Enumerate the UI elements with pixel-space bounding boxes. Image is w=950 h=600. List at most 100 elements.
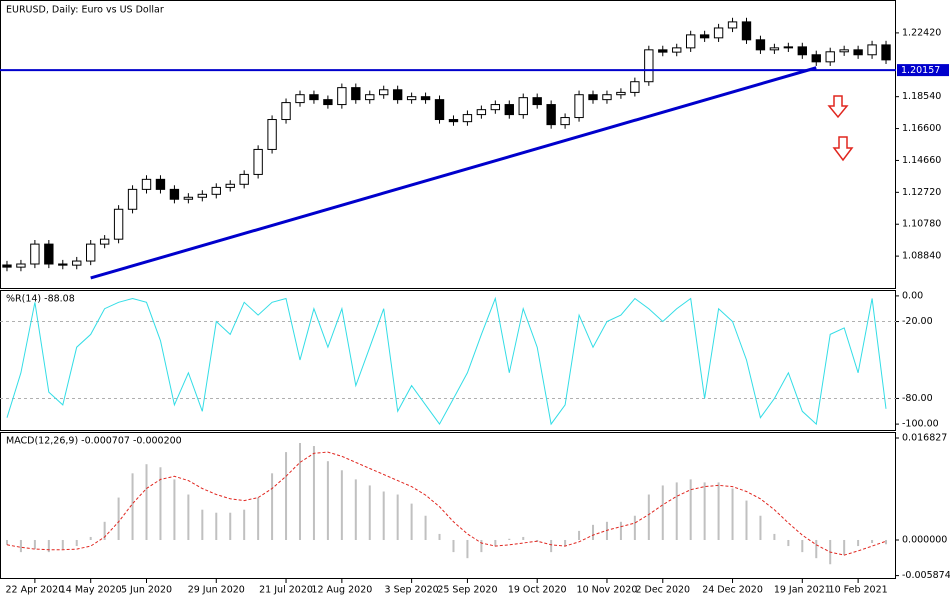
- candle-body: [267, 119, 277, 150]
- macd-bar: [5, 539, 8, 545]
- candle-body: [658, 49, 668, 53]
- macd-bar: [354, 479, 357, 540]
- candle-body: [462, 114, 473, 123]
- y-tick-label: 1.10780: [902, 219, 941, 230]
- candle-body: [644, 49, 654, 83]
- candle-body: [16, 263, 26, 268]
- macd-bar: [117, 497, 120, 540]
- y-tick-label: -80.00: [902, 393, 933, 404]
- candle-body: [616, 91, 626, 96]
- macd-bar: [592, 524, 595, 540]
- candle-body: [295, 94, 305, 104]
- x-tick-label: 21 Jul 2020: [259, 585, 313, 596]
- candle-body: [546, 104, 556, 126]
- macd-bar: [857, 539, 860, 547]
- x-tick-label: 14 May 2020: [60, 585, 122, 596]
- macd-bar: [243, 509, 246, 540]
- macd-bar: [466, 539, 469, 559]
- candle-body: [86, 243, 96, 262]
- x-tick-label: 24 Dec 2020: [702, 585, 763, 596]
- y-tick-label: 1.18540: [902, 91, 941, 102]
- macd-bar: [633, 515, 636, 540]
- macd-bar: [745, 500, 748, 540]
- y-tick-label: -100.00: [902, 419, 939, 430]
- trend-line: [90, 66, 817, 280]
- macd-bar: [19, 539, 22, 553]
- macd-bar: [61, 539, 64, 550]
- macd-bar: [75, 539, 78, 547]
- macd-panel-title: MACD(12,26,9) -0.000707 -0.000200: [6, 436, 182, 447]
- candle-body: [365, 94, 375, 101]
- y-tick-label: 1.22420: [902, 27, 941, 38]
- candle-body: [169, 188, 180, 200]
- macd-bar: [508, 538, 511, 540]
- macd-bar: [368, 485, 371, 540]
- macd-bar: [452, 539, 455, 553]
- x-tick-label: 5 Jun 2020: [121, 585, 172, 596]
- price-panel-title: EURUSD, Daily: Euro vs US Dollar: [6, 5, 164, 16]
- candle-body: [755, 39, 766, 51]
- y-tick-label: -20.00: [902, 316, 933, 327]
- candle-body: [630, 81, 640, 93]
- y-tick-label: 0.000000: [902, 534, 947, 545]
- macd-bar: [312, 446, 315, 540]
- x-tick-label: 2 Dec 2020: [635, 585, 690, 596]
- x-tick-label: 3 Sep 2020: [385, 585, 439, 596]
- candle-body: [406, 96, 417, 101]
- y-tick-label: -0.005874: [902, 570, 950, 581]
- x-tick-label: 12 Aug 2020: [311, 585, 372, 596]
- x-tick-label: 25 Sep 2020: [437, 585, 497, 596]
- candle-body: [323, 99, 333, 106]
- down-arrow: [832, 136, 854, 162]
- candle-body: [867, 44, 877, 56]
- macd-bar: [89, 536, 92, 540]
- y-tick-label: 1.08840: [902, 251, 941, 262]
- candle-body: [811, 54, 821, 63]
- macd-bar: [647, 494, 650, 540]
- macd-bar: [173, 479, 176, 540]
- x-tick-label: 29 Jun 2020: [188, 585, 245, 596]
- candle-body: [211, 186, 221, 195]
- panel-frames: [0, 0, 896, 579]
- candle-body: [281, 102, 291, 121]
- candle-body: [434, 99, 445, 121]
- candle-body: [72, 260, 82, 266]
- candle-body: [532, 97, 542, 106]
- macd-bar: [885, 539, 888, 545]
- macd-bar: [187, 494, 190, 540]
- price-label: 1.20157: [901, 65, 940, 76]
- candle-body: [337, 87, 347, 106]
- candle-body: [727, 21, 738, 29]
- candle-body: [420, 96, 431, 101]
- candle-body: [239, 173, 249, 185]
- candle-body: [58, 263, 68, 266]
- macd-bar: [661, 485, 664, 540]
- macd-bar: [550, 539, 553, 553]
- macd-signal-line: [6, 451, 887, 556]
- macd-bar: [843, 539, 846, 556]
- candle-body: [881, 44, 891, 61]
- macd-bar: [229, 512, 232, 540]
- macd-bar: [564, 539, 567, 547]
- candle-body: [672, 47, 682, 53]
- macd-bar: [424, 515, 427, 540]
- macd-bar: [731, 488, 734, 540]
- x-tick-label: 19 Jan 2021: [774, 585, 831, 596]
- price-panel-frame: [0, 0, 896, 289]
- macd-bar: [522, 536, 525, 540]
- macd-bar: [298, 443, 301, 540]
- x-tick-label: 10 Feb 2021: [829, 585, 888, 596]
- candle-body: [2, 264, 12, 268]
- y-tick-label: 1.12720: [902, 187, 941, 198]
- candle-body: [839, 49, 849, 53]
- macd-bar: [340, 470, 343, 540]
- macd-bar: [801, 539, 804, 553]
- macd-bar: [103, 521, 106, 540]
- macd-bar: [438, 533, 441, 540]
- macd-bar: [717, 482, 720, 540]
- candle-body: [225, 183, 235, 188]
- price-label-box: [897, 64, 949, 77]
- macd-bar: [703, 482, 706, 540]
- candle-body: [113, 208, 124, 240]
